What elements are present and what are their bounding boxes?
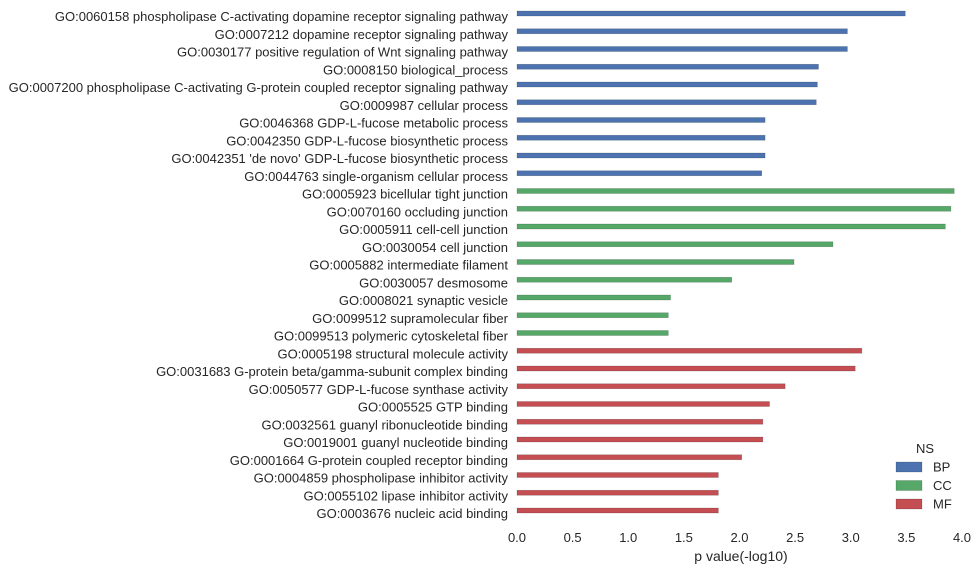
legend-swatch-mf — [895, 498, 923, 510]
legend-label-cc: CC — [933, 478, 952, 493]
legend-label-mf: MF — [933, 497, 952, 512]
bar-cc — [516, 223, 946, 230]
bar-mf — [516, 436, 764, 443]
category-label: GO:0005882 intermediate filament — [309, 258, 508, 273]
bar-cc — [516, 241, 834, 248]
category-label: GO:0055102 lipase inhibitor activity — [303, 488, 508, 503]
bar-cc — [516, 259, 795, 265]
bar-bp — [516, 81, 818, 88]
category-label: GO:0044763 single-organism cellular proc… — [244, 169, 508, 184]
bar-cc — [516, 312, 669, 319]
category-label: GO:0005198 structural molecule activity — [278, 346, 509, 361]
bar-bp — [516, 99, 817, 106]
category-label: GO:0050577 GDP-L-fucose synthase activit… — [249, 382, 509, 397]
category-label: GO:0007212 dopamine receptor signaling p… — [215, 27, 509, 42]
bar-bp — [516, 63, 819, 70]
category-label: GO:0030054 cell junction — [362, 240, 508, 255]
category-label: GO:0070160 occluding junction — [327, 204, 508, 219]
category-label: GO:0003676 nucleic acid binding — [316, 506, 508, 521]
x-axis-label: p value(-log10) — [694, 548, 787, 564]
legend-swatch-bp — [895, 461, 923, 473]
bar-bp — [516, 117, 766, 123]
bar-mf — [516, 489, 719, 496]
category-label: GO:0042351 'de novo' GDP-L-fucose biosyn… — [171, 151, 508, 166]
x-tick-label: 1.5 — [675, 530, 693, 545]
category-label: GO:0031683 G-protein beta/gamma-subunit … — [156, 364, 508, 379]
bar-bp — [516, 28, 848, 35]
bar-mf — [516, 454, 743, 461]
bar-mf — [516, 401, 770, 407]
category-label: GO:0008150 biological_process — [323, 62, 509, 77]
bar-cc — [516, 276, 733, 283]
category-label: GO:0099512 supramolecular fiber — [312, 311, 509, 326]
bar-cc — [516, 188, 955, 194]
category-label: GO:0032561 guanyl ribonucleotide binding — [262, 417, 508, 432]
bar-bp — [516, 152, 766, 159]
category-labels: GO:0060158 phospholipase C-activating do… — [9, 9, 509, 521]
bar-bp — [516, 170, 763, 177]
x-axis: 0.0 0.5 1.0 1.5 2.0 2.5 3.0 3.5 4.0 — [508, 530, 971, 545]
category-label: GO:0042350 GDP-L-fucose biosynthetic pro… — [226, 133, 508, 148]
category-label: GO:0099513 polymeric cytoskeletal fiber — [274, 329, 509, 344]
bar-mf — [516, 472, 719, 478]
x-tick-label: 4.0 — [953, 530, 971, 545]
category-label: GO:0008021 synaptic vesicle — [339, 293, 508, 308]
category-label: GO:0005525 GTP binding — [358, 400, 508, 415]
category-label: GO:0009987 cellular process — [340, 98, 509, 113]
x-tick-label: 1.0 — [619, 530, 637, 545]
x-tick-label: 3.0 — [842, 530, 860, 545]
category-label: GO:0030177 positive regulation of Wnt si… — [177, 45, 508, 60]
legend-label-bp: BP — [933, 460, 950, 475]
x-tick-label: 3.5 — [897, 530, 915, 545]
bar-cc — [516, 294, 671, 301]
legend: NS BP CC MF — [895, 441, 952, 512]
category-label: GO:0046368 GDP-L-fucose metabolic proces… — [239, 116, 508, 131]
bar-mf — [516, 347, 863, 354]
x-tick-label: 0.5 — [564, 530, 582, 545]
x-tick-label: 2.0 — [730, 530, 748, 545]
bar-mf — [516, 507, 719, 514]
x-tick-label: 0.0 — [508, 530, 526, 545]
bar-mf — [516, 383, 786, 390]
category-label: GO:0007200 phospholipase C-activating G-… — [9, 80, 509, 95]
bars — [516, 10, 955, 514]
legend-swatch-cc — [895, 480, 923, 491]
bar-bp — [516, 134, 766, 141]
x-tick-label: 2.5 — [786, 530, 804, 545]
bar-mf — [516, 418, 764, 425]
category-label: GO:0005911 cell-cell junction — [339, 222, 508, 237]
bar-bp — [516, 10, 906, 17]
legend-title: NS — [916, 441, 934, 456]
category-label: GO:0030057 desmosome — [359, 275, 508, 290]
bar-cc — [516, 205, 952, 212]
bar-mf — [516, 365, 856, 372]
category-label: GO:0001664 G-protein coupled receptor bi… — [230, 453, 508, 468]
category-label: GO:0019001 guanyl nucleotide binding — [283, 435, 508, 450]
bar-cc — [516, 330, 669, 336]
category-label: GO:0004859 phospholipase inhibitor activ… — [254, 471, 509, 486]
category-label: GO:0060158 phospholipase C-activating do… — [55, 9, 509, 24]
category-label: GO:0005923 bicellular tight junction — [302, 187, 508, 202]
bar-bp — [516, 46, 848, 52]
